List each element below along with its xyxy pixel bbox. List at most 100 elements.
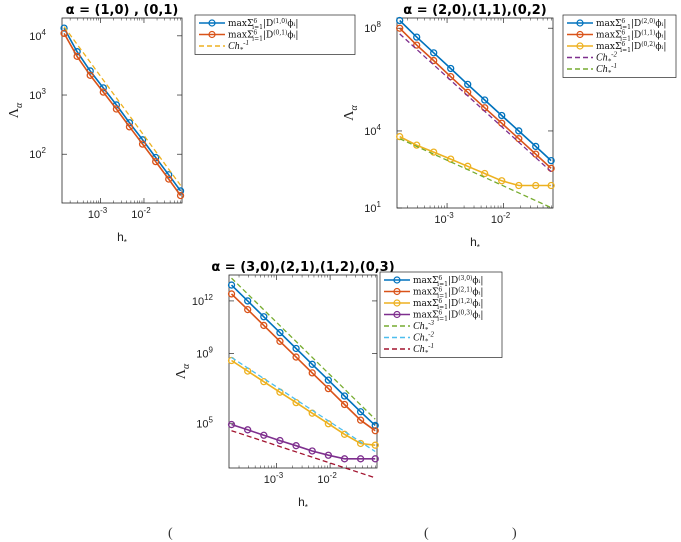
chart-title: α = (1,0) , (0,1): [66, 3, 179, 18]
data-point: [292, 398, 300, 407]
legend-entry-main: Ch: [228, 41, 240, 52]
y-tick-exponent: 4: [42, 28, 47, 37]
data-point: [86, 71, 94, 79]
legend-entry-body-sup: (1,1): [641, 30, 655, 37]
data-point: [260, 321, 268, 330]
data-point: [227, 420, 236, 429]
y-tick-base: 10: [196, 419, 208, 431]
series-group: [227, 277, 379, 479]
x-axis-label: h*: [117, 230, 127, 247]
legend-entry-sub: i=1: [620, 47, 631, 54]
legend-entry: maxΣ6 i=1|D(2,1)ϕᵢ|: [413, 287, 483, 300]
series-line-4: [399, 33, 552, 173]
y-tick-base: 10: [364, 126, 376, 138]
data-point: [227, 290, 236, 298]
series-group: [396, 16, 555, 209]
legend-entry-sup: 6: [438, 310, 442, 317]
legend-entry-sup: 6: [438, 287, 442, 294]
data-point: [308, 447, 316, 455]
legend-marker: [576, 30, 584, 39]
legend-entry-main: maxΣ: [413, 276, 438, 286]
data-point: [227, 281, 236, 289]
y-tick-label: 103: [29, 87, 46, 102]
x-tick-label: 10-3: [434, 211, 454, 226]
legend-entry: maxΣ6 i=1|D(1,2)ϕᵢ|: [413, 298, 483, 311]
legend-entry-sub: *: [425, 326, 429, 334]
y-tick-exponent: 2: [42, 146, 47, 155]
data-point: [532, 142, 540, 151]
x-axis-label-main: h: [117, 230, 124, 244]
legend-entry-main: maxΣ: [413, 288, 438, 298]
y-tick-label: 105: [196, 416, 213, 431]
legend-entry-sup: 6: [253, 18, 257, 25]
y-axis-label-sub: α: [181, 363, 192, 369]
legend-entry-sub: i=1: [252, 24, 263, 31]
data-point: [176, 191, 185, 200]
series-line-1: [230, 284, 376, 426]
legend-entry: Ch*-1: [413, 342, 434, 357]
y-tick-exponent: 5: [209, 416, 214, 425]
data-point: [396, 16, 404, 25]
legend-entry-sup: 6: [253, 30, 257, 37]
data-point: [324, 376, 333, 384]
data-point: [112, 105, 121, 113]
x-axis-label-main: h: [470, 235, 477, 249]
legend: maxΣ6 i=1|D(3,0)ϕᵢ|maxΣ6 i=1|D(2,1)ϕᵢ|maxΣ…: [379, 271, 503, 358]
series-line-7: [231, 430, 376, 479]
legend-entry-main: maxΣ: [228, 31, 253, 41]
x-tick-exponent: -2: [330, 471, 338, 480]
x-axis-label-sub: *: [305, 503, 308, 512]
legend-entry-body: |D: [448, 276, 458, 286]
data-point: [308, 360, 316, 368]
legend-entry-sup: 6: [621, 30, 625, 37]
legend-entry-body: |D: [448, 288, 458, 298]
y-tick-label: 109: [196, 346, 213, 361]
caption-fragment-2: (: [424, 526, 429, 541]
legend-entry-sub: i=1: [437, 293, 448, 300]
series-line-1: [63, 27, 182, 192]
legend-entry-main: maxΣ: [596, 31, 621, 41]
legend-marker: [576, 19, 584, 27]
x-tick-base: 10: [434, 214, 446, 226]
x-axis-label: h*: [298, 495, 308, 512]
legend-entry-sub: *: [608, 69, 612, 77]
data-point: [340, 392, 349, 400]
y-tick-base: 10: [364, 203, 376, 215]
x-tick-base: 10: [88, 209, 100, 221]
legend-marker: [393, 276, 401, 284]
data-point: [244, 297, 252, 305]
legend-entry: maxΣ6 i=1|D(1,0)ϕᵢ|: [228, 18, 298, 31]
minor-ticks: [69, 18, 181, 203]
legend: maxΣ6 i=1|D(2,0)ϕᵢ|maxΣ6 i=1|D(1,1)ϕᵢ|maxΣ…: [562, 14, 677, 78]
y-tick-base: 10: [29, 149, 41, 161]
data-point: [547, 156, 555, 165]
legend-marker: [393, 299, 401, 307]
data-point: [260, 313, 268, 321]
y-axis-label-main: Λ: [174, 368, 189, 379]
legend-entry-tail: ϕᵢ|: [472, 276, 483, 286]
data-point: [292, 344, 300, 353]
x-tick-exponent: -3: [447, 211, 455, 220]
legend-entry-tail: ϕᵢ|: [287, 19, 298, 29]
legend-entry: maxΣ6 i=1|D(0,2)ϕᵢ|: [596, 41, 666, 54]
legend-entry-main: maxΣ: [413, 311, 438, 321]
legend-entry: maxΣ6 i=1|D(2,0)ϕᵢ|: [596, 18, 666, 31]
minor-ticks: [238, 275, 376, 468]
legend-entry-tail: ϕᵢ|: [472, 288, 483, 298]
data-point: [276, 337, 284, 345]
legend-entry-sup: 6: [621, 18, 625, 25]
series-line-2: [230, 293, 376, 432]
legend-entry-sup: -1: [428, 342, 434, 350]
legend-entry-sup: 6: [438, 275, 442, 282]
legend-entry-body-sup: (2,0): [641, 18, 655, 25]
data-point: [292, 353, 300, 361]
chart-3: α = (3,0),(2,1),(1,2),(0,3)10-3 10-210510…: [174, 260, 503, 512]
legend-entry: Ch*-3: [413, 319, 435, 334]
legend-entry-body-sup: (0,1): [273, 30, 287, 37]
y-axis-label-main: Λ: [342, 110, 357, 121]
data-point: [292, 442, 300, 450]
data-point: [498, 177, 506, 185]
legend-entry: maxΣ6 i=1|D(1,1)ϕᵢ|: [596, 30, 666, 43]
data-point: [73, 52, 81, 61]
legend-entry-sub: *: [425, 338, 429, 346]
